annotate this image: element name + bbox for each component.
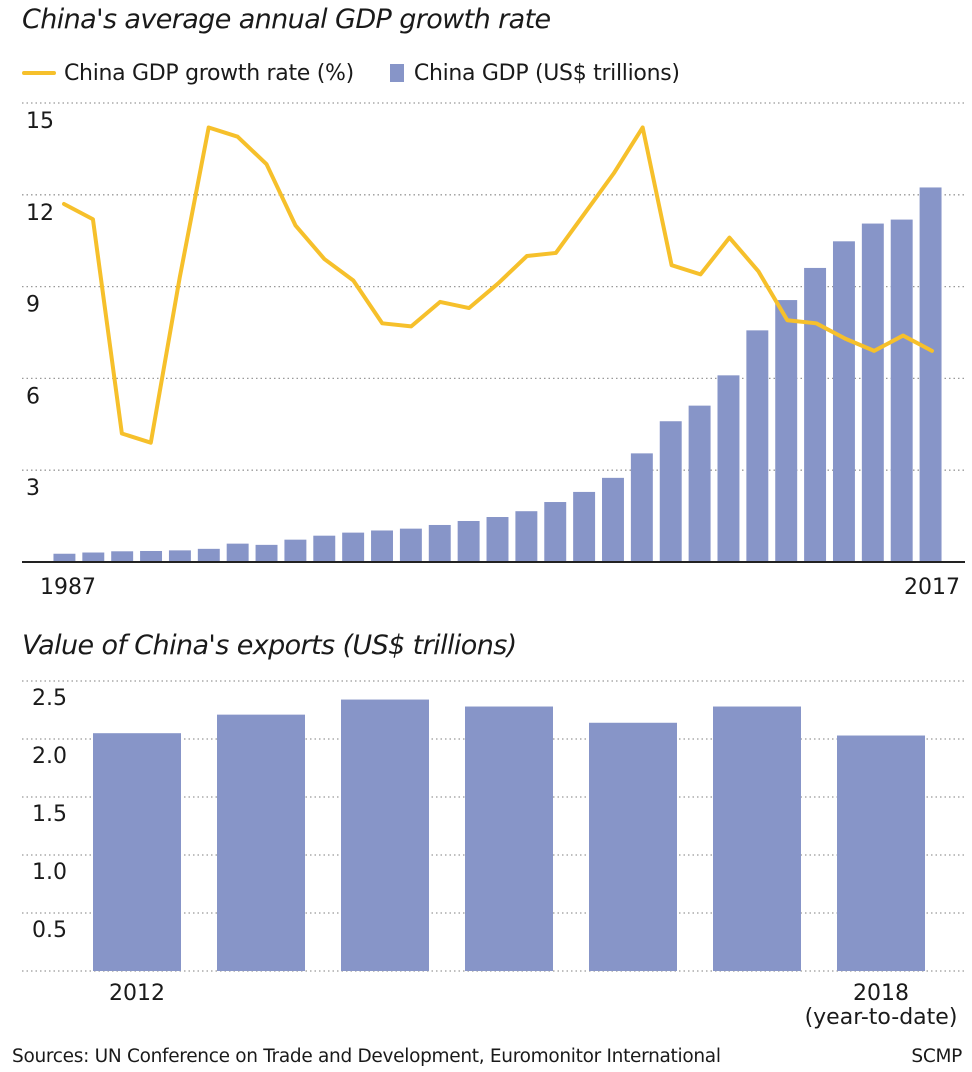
gdp-bar (342, 532, 365, 562)
chart-title: China's average annual GDP growth rate (22, 4, 551, 35)
sources-note: Sources: UN Conference on Trade and Deve… (12, 1046, 721, 1067)
gdp-bar (168, 550, 191, 562)
gdp-bar (861, 223, 884, 562)
legend-line-swatch (22, 71, 56, 75)
y-tick-label: 0.5 (32, 918, 67, 943)
legend: China GDP growth rate (%) China GDP (US$… (22, 58, 680, 88)
gdp-bar (371, 530, 393, 562)
x-tick-label: (year-to-date) (805, 1005, 958, 1030)
gdp-bar (746, 330, 769, 562)
gdp-bar (688, 405, 711, 562)
export-bar (465, 706, 553, 971)
growth-rate-line (62, 125, 934, 445)
legend-bar-swatch (389, 64, 404, 82)
gdp-bar (140, 550, 163, 562)
gdp-bar (111, 551, 134, 562)
gdp-bar (428, 524, 451, 562)
gdp-bar (804, 267, 827, 562)
gdp-bar (602, 477, 624, 562)
gdp-bar (630, 453, 653, 562)
gdp-bar (890, 219, 913, 562)
footer: Sources: UN Conference on Trade and Deve… (12, 1046, 962, 1070)
gdp-bar (284, 539, 307, 562)
gdp-bar (919, 187, 942, 562)
gdp-bar (226, 543, 249, 562)
gdp-bar (717, 375, 740, 562)
x-tick-label-end: 2017 (904, 575, 960, 600)
x-tick-label: 2012 (109, 981, 165, 1006)
y-tick-label: 1.0 (32, 860, 67, 885)
gdp-bar (82, 552, 105, 562)
y-tick-label: 12 (26, 201, 54, 226)
y-tick-label: 9 (26, 293, 40, 318)
export-bar (713, 706, 801, 971)
y-tick-label: 3 (26, 476, 40, 501)
gdp-chart: 3 6 9 12 15 1987 2017 (22, 102, 965, 600)
gdp-bar (399, 528, 422, 562)
chart-title-exports: Value of China's exports (US$ trillions) (22, 630, 517, 661)
gdp-bar (573, 491, 596, 562)
export-bar (589, 722, 677, 971)
x-tick-label: 2018 (853, 981, 909, 1006)
gdp-bar (832, 241, 855, 562)
gdp-bar (197, 548, 220, 562)
y-tick-label: 6 (26, 384, 40, 409)
export-bar (837, 735, 925, 971)
gdp-bar (544, 502, 567, 562)
y-tick-label: 2.5 (32, 686, 67, 711)
legend-label-gdp: China GDP (US$ trillions) (413, 60, 680, 86)
gdp-bar (775, 300, 798, 562)
gdp-bar (659, 421, 682, 562)
gdp-bar (515, 511, 538, 562)
y-tick-label: 2.0 (32, 744, 67, 769)
gdp-bar (53, 553, 76, 562)
x-tick-label-start: 1987 (40, 575, 96, 600)
gdp-bar (255, 544, 278, 562)
gdp-bar (313, 535, 336, 562)
gdp-bar (486, 517, 509, 562)
export-bar (341, 699, 429, 971)
y-tick-label: 15 (26, 109, 54, 134)
export-bar (93, 733, 181, 971)
y-tick-label: 1.5 (32, 802, 67, 827)
gdp-bar (457, 520, 480, 562)
credit: SCMP (911, 1046, 962, 1067)
export-bar (217, 714, 305, 971)
exports-chart: 0.5 1.0 1.5 2.0 2.5 2012 2018(year-to-date) (22, 680, 965, 1030)
legend-label-growth: China GDP growth rate (%) (64, 60, 354, 86)
